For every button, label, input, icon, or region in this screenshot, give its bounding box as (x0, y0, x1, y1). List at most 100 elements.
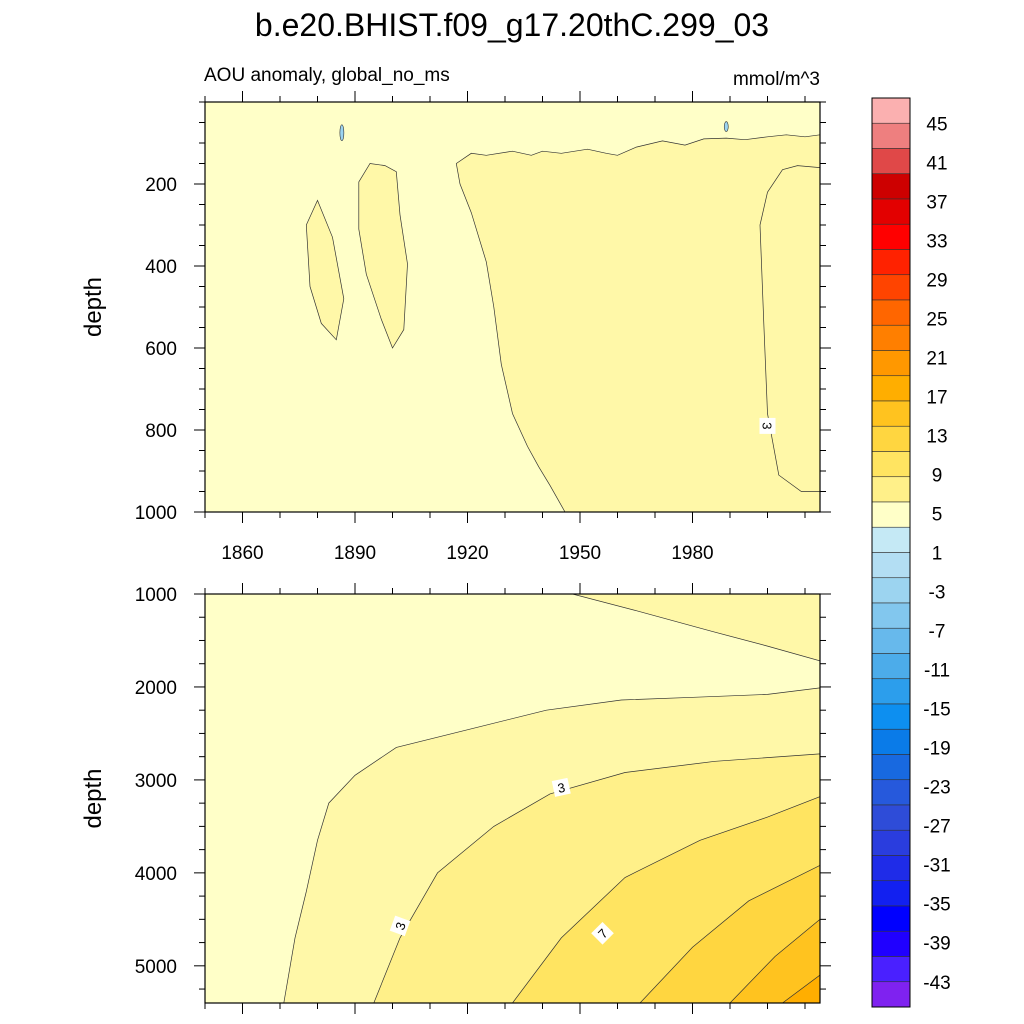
colorbar-label: 9 (932, 465, 943, 486)
y-tick-label: 3000 (135, 771, 177, 792)
contour-label-text: 3 (556, 780, 566, 796)
colorbar-swatch (871, 754, 911, 781)
colorbar-swatch (871, 804, 911, 831)
colorbar: 45 41 37 33 29 25 21 17 13 9 5 1 -3 -7 -11 -15 -19 -23 -27… (871, 97, 951, 1008)
colorbar-label: 5 (932, 504, 943, 525)
colorbar-label: -15 (923, 700, 950, 721)
colorbar-swatch (871, 905, 911, 932)
contour-label-bg (759, 417, 776, 434)
chart-subtitle-left: AOU anomaly, global_no_ms (204, 65, 450, 86)
colorbar-label: 29 (926, 270, 947, 291)
colorbar-label: -27 (923, 817, 950, 838)
colorbar-swatch (871, 678, 911, 705)
contour-label-text: 3 (760, 422, 775, 429)
chart-title: b.e20.BHIST.f09_g17.20thC.299_03 (255, 7, 769, 43)
lower-frame (204, 593, 821, 1004)
upper-contour-region-3 (358, 163, 408, 349)
x-tick-label: 1890 (334, 543, 376, 564)
x-tick-label: 1950 (559, 543, 601, 564)
upper-contour-region-3 (305, 199, 345, 341)
colorbar-swatch (871, 400, 911, 427)
colorbar-swatch (871, 703, 911, 730)
upper-panel: 200 400 600 800 1000 1860 1890 1920 1950 1980 dept… (80, 91, 831, 564)
colorbar-swatch (871, 476, 911, 503)
lower-contour-region-11 (729, 918, 820, 1003)
contour-label: 3 (759, 417, 776, 434)
colorbar-label: 37 (926, 192, 947, 213)
colorbar-label: -43 (923, 973, 950, 994)
colorbar-swatch (871, 627, 911, 654)
colorbar-swatch (871, 501, 911, 528)
colorbar-swatch (871, 324, 911, 351)
y-tick-label: 1000 (135, 503, 177, 524)
chart-units-label: mmol/m^3 (733, 69, 820, 90)
colorbar-swatch (871, 855, 911, 882)
x-tick-label: 1980 (671, 543, 713, 564)
colorbar-swatch (871, 148, 911, 175)
contour-label: 3 (551, 777, 571, 797)
colorbar-label: 13 (926, 426, 947, 447)
y-tick-label: 600 (145, 339, 177, 360)
lower-contour-region-3 (572, 594, 820, 662)
upper-y-axis-label: depth (80, 277, 107, 337)
colorbar-label: 17 (926, 387, 947, 408)
y-tick-label: 1000 (135, 585, 177, 606)
contour-label-bg (389, 915, 411, 937)
colorbar-label: 21 (926, 348, 947, 369)
colorbar-swatch (871, 198, 911, 225)
colorbar-label: -3 (929, 583, 946, 604)
colorbar-swatch (871, 728, 911, 755)
colorbar-label: 1 (932, 544, 943, 565)
colorbar-swatch (871, 274, 911, 301)
colorbar-label: -19 (923, 739, 950, 760)
colorbar-label: -11 (924, 661, 950, 682)
upper-contours (205, 102, 820, 512)
colorbar-swatch (871, 249, 911, 276)
upper-contour-region-3 (455, 134, 820, 512)
colorbar-label: -7 (929, 622, 946, 643)
colorbar-label: 33 (926, 231, 947, 252)
colorbar-swatch (871, 930, 911, 957)
colorbar-label: 41 (926, 153, 947, 174)
colorbar-swatch (871, 779, 911, 806)
negative-anomaly-blob (723, 121, 729, 132)
contour-label-text: 3 (392, 920, 409, 932)
colorbar-swatch (871, 223, 911, 250)
lower-contours (205, 594, 820, 1003)
y-tick-label: 2000 (135, 678, 177, 699)
colorbar-swatch (871, 299, 911, 326)
colorbar-swatch (871, 880, 911, 907)
y-tick-label: 400 (145, 257, 177, 278)
colorbar-swatch (871, 653, 911, 680)
colorbar-swatch (871, 97, 911, 124)
colorbar-swatch (871, 981, 911, 1008)
y-tick-label: 800 (145, 421, 177, 442)
contour-label-bg (551, 777, 571, 797)
colorbar-swatch (871, 829, 911, 856)
lower-contour-region-13 (781, 974, 820, 1003)
colorbar-label: -39 (923, 934, 950, 955)
colorbar-swatch (871, 425, 911, 452)
colorbar-label: -31 (923, 856, 950, 877)
colorbar-swatch (871, 956, 911, 983)
colorbar-swatch (871, 451, 911, 478)
x-tick-label: 1860 (221, 543, 263, 564)
y-tick-label: 5000 (135, 957, 177, 978)
colorbar-label: -23 (923, 778, 950, 799)
colorbar-swatch (871, 173, 911, 200)
colorbar-swatch (871, 122, 911, 149)
colorbar-frame (871, 97, 911, 1008)
negative-anomaly-blob (339, 124, 345, 142)
colorbar-swatch (871, 602, 911, 629)
colorbar-swatch (871, 526, 911, 553)
colorbar-swatch (871, 350, 911, 377)
colorbar-label: 45 (926, 114, 947, 135)
colorbar-label: -35 (923, 895, 950, 916)
contour-label: 3 (389, 915, 411, 937)
colorbar-swatch (871, 375, 911, 402)
y-tick-label: 200 (145, 175, 177, 196)
lower-y-axis-label: depth (80, 768, 107, 828)
y-tick-label: 4000 (135, 864, 177, 885)
